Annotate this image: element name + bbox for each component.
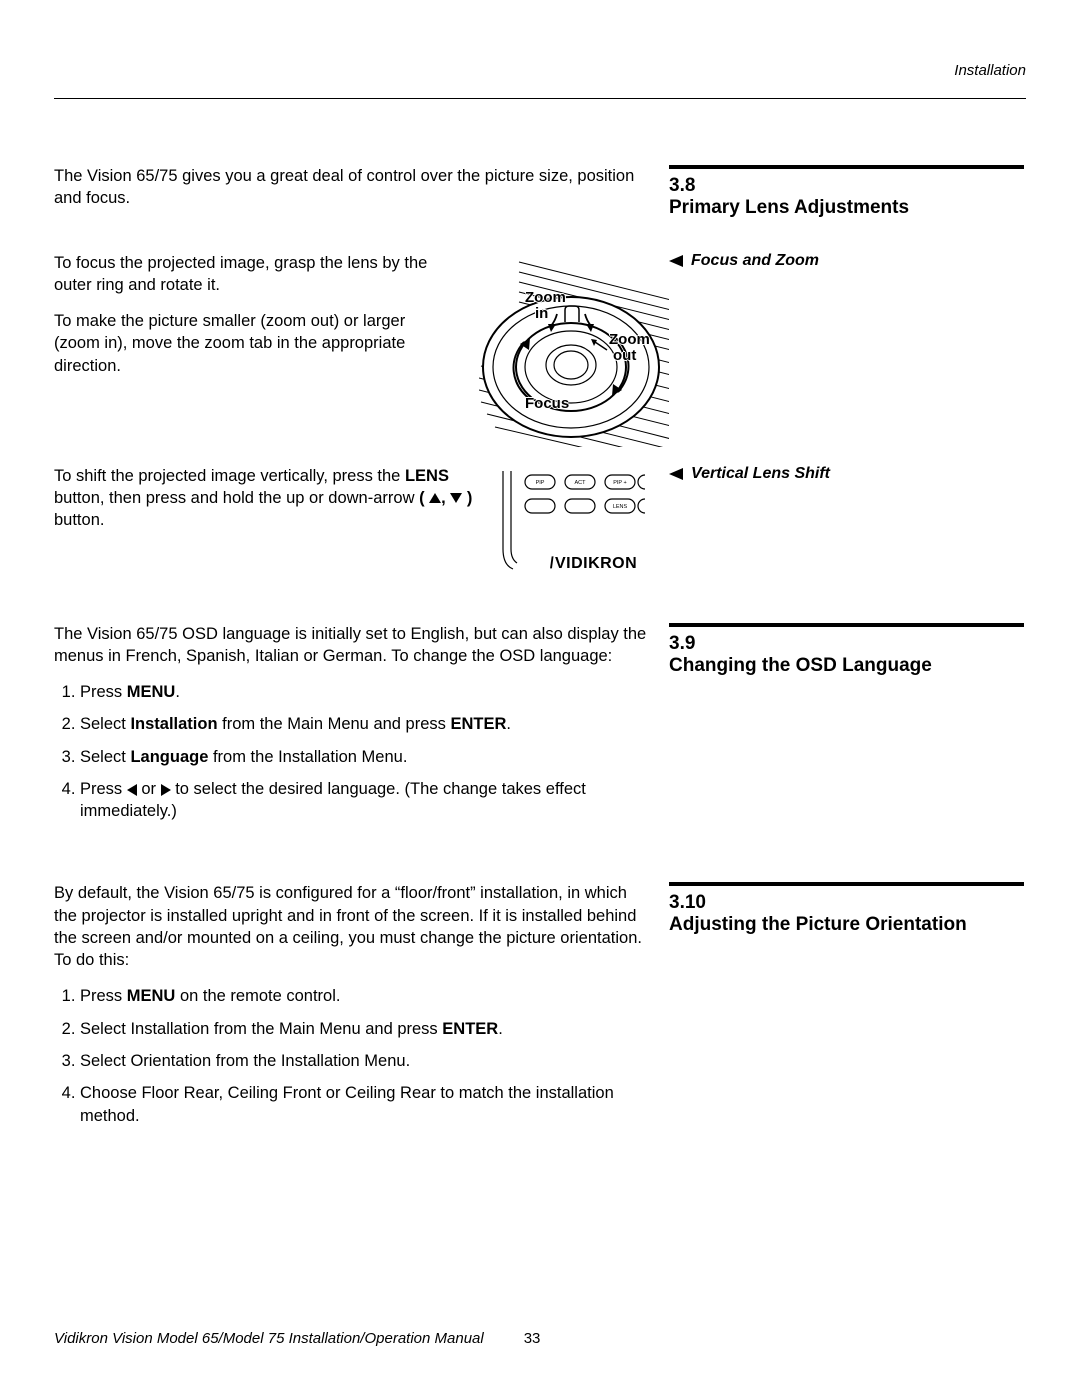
- remote-btn-pip: PIP: [536, 480, 545, 486]
- lens-label-focus: Focus: [525, 396, 569, 412]
- s310-intro: By default, the Vision 65/75 is configur…: [54, 882, 651, 971]
- left-arrow-icon: [127, 784, 137, 796]
- s39-2a: Select: [80, 715, 130, 733]
- s39-1c: .: [175, 683, 180, 701]
- triangle-left-icon: [669, 255, 683, 267]
- list-item: Select Installation from the Main Menu a…: [80, 713, 651, 735]
- s310-2c: .: [498, 1020, 503, 1038]
- s39-4a: Press: [80, 780, 127, 798]
- lens-label-zoomout-1: Zoom: [609, 332, 650, 348]
- shift-text-lens: LENS: [405, 467, 449, 485]
- s39-2d: ENTER: [451, 715, 507, 733]
- list-item: Select Installation from the Main Menu a…: [80, 1018, 651, 1040]
- focus-zoom-heading-text: Focus and Zoom: [691, 252, 819, 270]
- s39-1b: MENU: [127, 683, 176, 701]
- page-content: The Vision 65/75 gives you a great deal …: [54, 165, 1026, 1137]
- brand-logo: \VIDIKRON: [549, 555, 637, 573]
- lens-label-zoomout-2: out: [613, 348, 636, 364]
- s39-3a: Select: [80, 748, 130, 766]
- lens-label-zoomin-2: in: [535, 306, 548, 322]
- shift-paren-close: ): [462, 489, 472, 507]
- header-rule: [54, 98, 1026, 99]
- s310-1b: MENU: [127, 987, 176, 1005]
- down-arrow-icon: [450, 493, 462, 503]
- vertical-shift-heading: Vertical Lens Shift: [669, 465, 830, 483]
- remote-btn-pipplus: PIP +: [613, 480, 627, 486]
- lens-label-zoomin-1: Zoom: [525, 290, 566, 306]
- s38-title: Primary Lens Adjustments: [669, 197, 1024, 220]
- brand-text: VIDIKRON: [555, 555, 637, 572]
- s39-title: Changing the OSD Language: [669, 655, 1024, 678]
- s38-focus-p1: To focus the projected image, grasp the …: [54, 252, 449, 297]
- s310-1c: on the remote control.: [175, 987, 340, 1005]
- s310-steps: Press MENU on the remote control. Select…: [80, 985, 651, 1126]
- s38-shift-paragraph: To shift the projected image vertically,…: [54, 465, 484, 532]
- shift-text-c: button.: [54, 511, 104, 529]
- s310-2b: ENTER: [442, 1020, 498, 1038]
- footer-page-number: 33: [524, 1330, 541, 1347]
- remote-btn-act: ACT: [575, 480, 587, 486]
- s39-2b: Installation: [130, 715, 217, 733]
- shift-comma: ,: [441, 489, 450, 507]
- s310-title: Adjusting the Picture Orientation: [669, 914, 1024, 937]
- s39-4b: or: [137, 780, 161, 798]
- lens-diagram: Zoom in Zoom out Focus: [479, 252, 669, 447]
- up-arrow-icon: [429, 493, 441, 503]
- list-item: Press or to select the desired language.…: [80, 778, 651, 823]
- remote-btn-lens: LENS: [613, 504, 628, 510]
- s310-rule: [669, 882, 1024, 886]
- vertical-shift-heading-text: Vertical Lens Shift: [691, 465, 830, 483]
- s39-1a: Press: [80, 683, 127, 701]
- s39-3c: from the Installation Menu.: [208, 748, 407, 766]
- s39-intro: The Vision 65/75 OSD language is initial…: [54, 623, 651, 668]
- page-footer: Vidikron Vision Model 65/Model 75 Instal…: [54, 1330, 1026, 1347]
- s39-steps: Press MENU. Select Installation from the…: [80, 681, 651, 822]
- s38-intro-text: The Vision 65/75 gives you a great deal …: [54, 165, 651, 210]
- s38-number: 3.8: [669, 175, 1024, 197]
- s39-2c: from the Main Menu and press: [218, 715, 451, 733]
- list-item: Press MENU on the remote control.: [80, 985, 651, 1007]
- list-item: Select Orientation from the Installation…: [80, 1050, 651, 1072]
- remote-diagram: PIP ACT PIP + LENS \VIDIKRON: [499, 469, 669, 579]
- s38-rule: [669, 165, 1024, 169]
- list-item: Select Language from the Installation Me…: [80, 746, 651, 768]
- s39-3b: Language: [130, 748, 208, 766]
- header-section-label: Installation: [954, 62, 1026, 79]
- right-arrow-icon: [161, 784, 171, 796]
- list-item: Choose Floor Rear, Ceiling Front or Ceil…: [80, 1082, 651, 1127]
- s39-rule: [669, 623, 1024, 627]
- list-item: Press MENU.: [80, 681, 651, 703]
- s39-2e: .: [506, 715, 511, 733]
- s310-number: 3.10: [669, 892, 1024, 914]
- s310-1a: Press: [80, 987, 127, 1005]
- shift-paren-open: (: [419, 489, 429, 507]
- shift-text-b: button, then press and hold the up or do…: [54, 489, 419, 507]
- footer-title: Vidikron Vision Model 65/Model 75 Instal…: [54, 1330, 484, 1347]
- s39-number: 3.9: [669, 633, 1024, 655]
- shift-text-a: To shift the projected image vertically,…: [54, 467, 405, 485]
- s38-focus-p2: To make the picture smaller (zoom out) o…: [54, 310, 449, 377]
- triangle-left-icon: [669, 468, 683, 480]
- focus-zoom-heading: Focus and Zoom: [669, 252, 819, 270]
- s310-2a: Select Installation from the Main Menu a…: [80, 1020, 442, 1038]
